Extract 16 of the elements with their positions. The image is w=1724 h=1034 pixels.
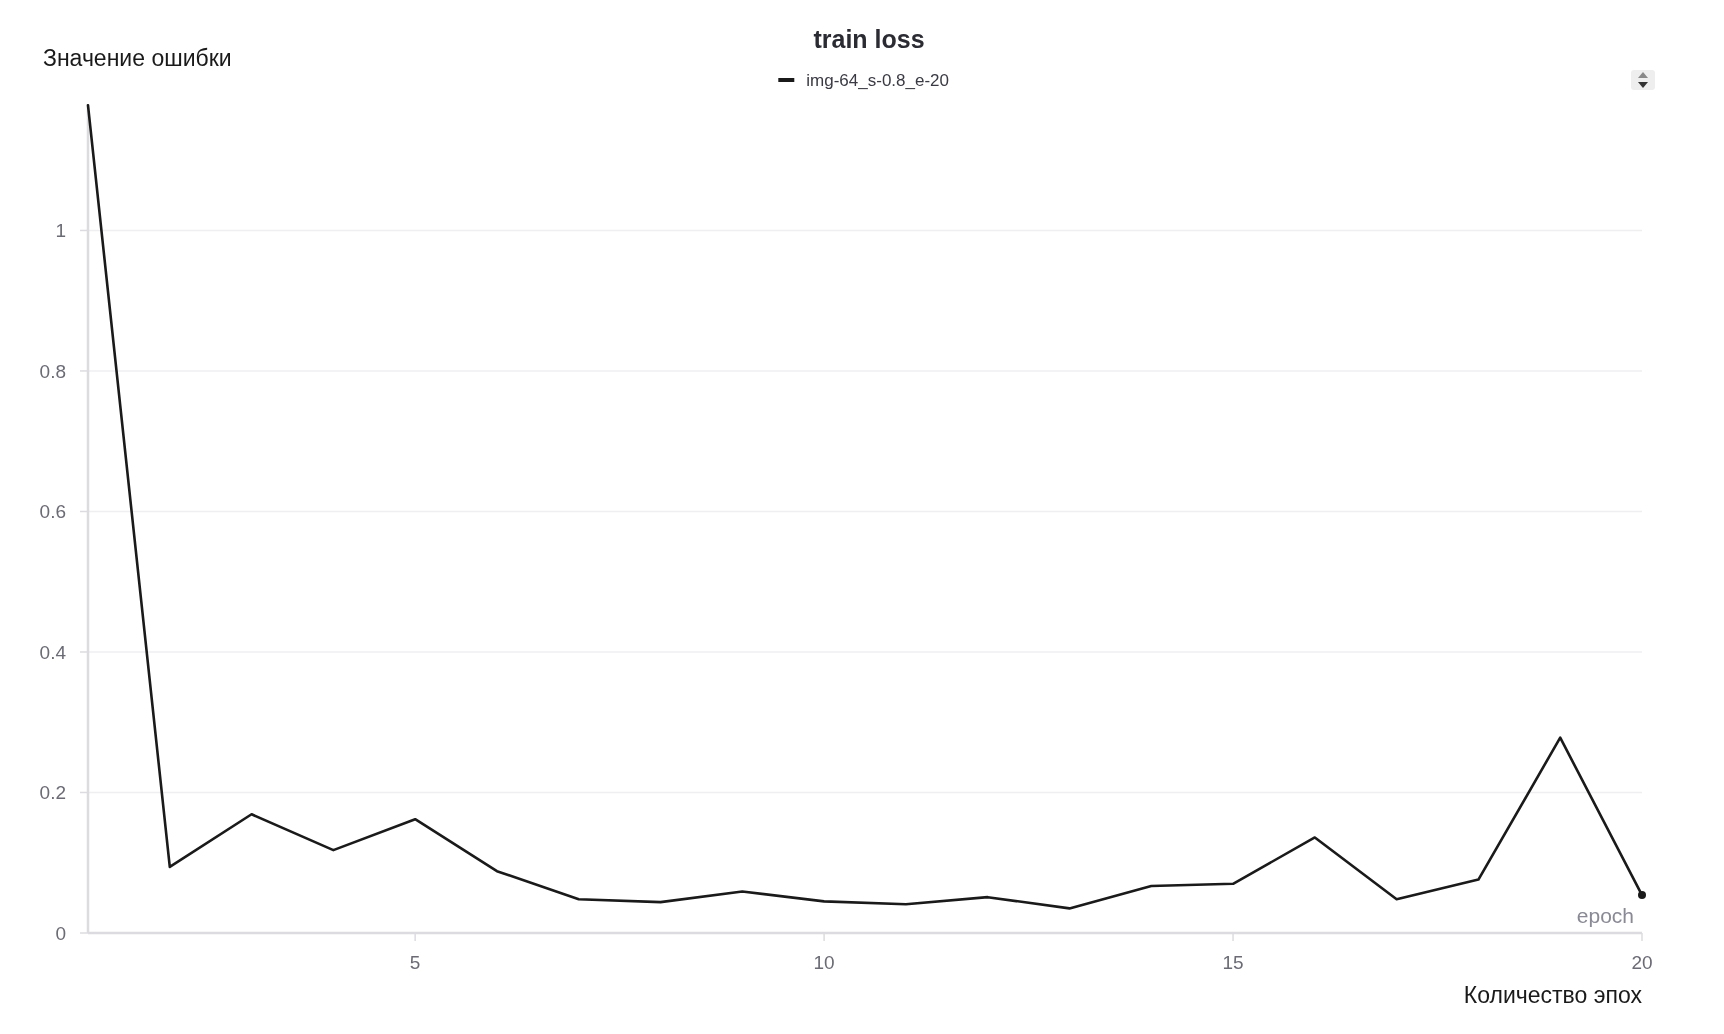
y-tick-label: 0.8 [39, 360, 66, 382]
x-axis-title: epoch [1576, 904, 1634, 927]
text: Количество эпох [1463, 982, 1643, 1008]
x-tick-label: 10 [813, 952, 835, 973]
x-tick-label: 5 [409, 952, 421, 973]
line-series [86, 104, 1644, 910]
y-tick-label: 0 [55, 923, 66, 944]
y-tick-label: 0.4 [39, 641, 67, 663]
x-tick-label: 15 [1222, 952, 1244, 973]
chart-title: train loss [813, 25, 925, 53]
legend-label: img-64_s-0.8_e-20 [806, 71, 949, 90]
y-tick-label: 0.2 [39, 782, 66, 804]
x-tick-label: 20 [1631, 952, 1653, 973]
y-tick-label: 1 [55, 220, 66, 242]
y-tick-label: 0.6 [39, 501, 66, 523]
y-axis-title: Значение ошибки [43, 45, 232, 71]
